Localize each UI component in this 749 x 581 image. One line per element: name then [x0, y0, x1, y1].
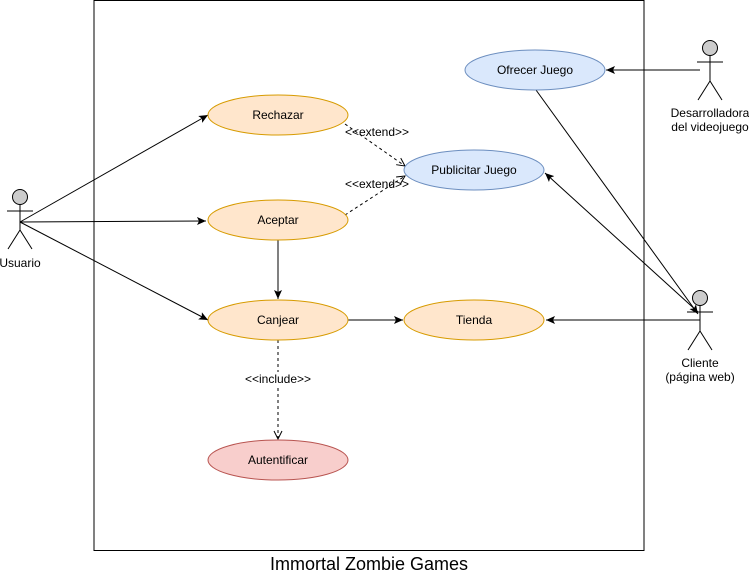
actor-cliente [687, 290, 713, 351]
include-label: <<include>> [245, 372, 311, 386]
actor-desarrolladora-head-icon [702, 40, 718, 56]
assoc-usuario-rechazar [19, 114, 209, 223]
use-case-ofrecer-juego: Ofrecer Juego [464, 49, 606, 91]
assoc-usuario-canjear [19, 221, 209, 321]
use-case-autentificar-label: Autentificar [248, 453, 308, 467]
assoc-ofrecer-cliente [535, 89, 699, 315]
actor-desarrolladora [697, 40, 723, 101]
extend-label-1: <<extend>> [345, 125, 409, 139]
extend-label-2: <<extend>> [345, 177, 409, 191]
use-case-canjear: Canjear [207, 299, 349, 341]
use-case-aceptar-label: Aceptar [257, 213, 298, 227]
use-case-tienda-label: Tienda [456, 313, 493, 327]
use-case-publicitar-juego-label: Publicitar Juego [431, 163, 517, 177]
actor-desarrolladora-label-2: del videojuego [671, 120, 749, 134]
actor-cliente-label-1: Cliente [681, 356, 719, 370]
use-case-aceptar: Aceptar [207, 199, 349, 241]
use-case-ofrecer-juego-label: Ofrecer Juego [497, 63, 573, 77]
actor-usuario-label: Usuario [0, 256, 41, 270]
use-case-tienda: Tienda [403, 299, 545, 341]
use-case-rechazar: Rechazar [207, 94, 349, 136]
include-label-bg [243, 372, 313, 386]
system-boundary [93, 0, 645, 551]
use-case-publicitar-juego: Publicitar Juego [403, 149, 545, 191]
actor-cliente-label-2: (página web) [665, 370, 734, 384]
actor-cliente-head-icon [692, 290, 708, 306]
use-case-rechazar-label: Rechazar [252, 108, 303, 122]
use-case-autentificar: Autentificar [207, 439, 349, 481]
actor-desarrolladora-label-1: Desarrolladora [671, 106, 749, 120]
use-case-canjear-label: Canjear [257, 313, 299, 327]
assoc-usuario-aceptar [19, 217, 207, 226]
extend-rechazar-publicitar [344, 123, 405, 166]
actor-usuario-head-icon [12, 189, 28, 205]
assoc-cliente-publicitar [544, 172, 699, 313]
system-title: Immortal Zombie Games [270, 554, 468, 574]
actor-usuario [7, 189, 33, 250]
